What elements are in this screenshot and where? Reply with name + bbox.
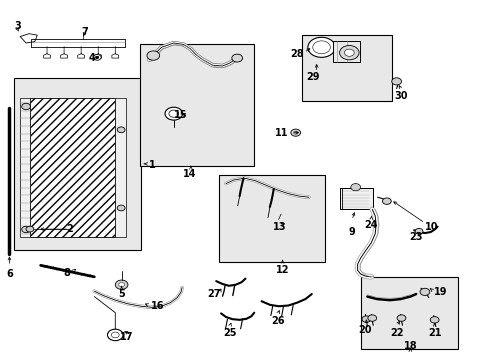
Circle shape — [419, 288, 429, 296]
Circle shape — [367, 315, 376, 321]
Circle shape — [119, 283, 124, 287]
Text: 6: 6 — [6, 269, 13, 279]
Circle shape — [96, 56, 99, 58]
Text: 21: 21 — [427, 328, 441, 338]
Text: 29: 29 — [305, 72, 319, 82]
Circle shape — [21, 226, 30, 233]
Circle shape — [429, 317, 438, 323]
Bar — [30, 98, 115, 237]
Text: 4: 4 — [88, 53, 95, 63]
Text: 14: 14 — [183, 169, 196, 179]
Circle shape — [111, 332, 119, 338]
Circle shape — [290, 129, 300, 136]
Bar — [140, 44, 254, 166]
Text: 2: 2 — [66, 225, 73, 234]
Bar — [20, 98, 30, 237]
Text: 12: 12 — [275, 265, 289, 275]
Circle shape — [307, 37, 334, 57]
Text: 30: 30 — [394, 91, 407, 101]
Circle shape — [26, 226, 34, 232]
Circle shape — [168, 110, 178, 117]
Circle shape — [293, 131, 297, 134]
Circle shape — [107, 329, 123, 341]
Circle shape — [147, 51, 159, 60]
Bar — [302, 35, 391, 101]
Circle shape — [361, 316, 370, 322]
Circle shape — [382, 198, 390, 204]
Bar — [14, 78, 141, 250]
Circle shape — [93, 54, 101, 60]
Text: 15: 15 — [174, 110, 187, 120]
Text: 24: 24 — [364, 220, 377, 230]
Text: 28: 28 — [290, 49, 304, 59]
Text: 3: 3 — [14, 21, 20, 31]
Text: 19: 19 — [433, 287, 447, 297]
Circle shape — [312, 41, 330, 54]
Circle shape — [350, 184, 360, 191]
Text: 11: 11 — [274, 128, 288, 138]
Circle shape — [396, 315, 405, 321]
Text: 13: 13 — [273, 222, 286, 231]
Bar — [339, 188, 372, 210]
Circle shape — [344, 49, 353, 56]
Text: 9: 9 — [347, 226, 354, 237]
Circle shape — [391, 78, 401, 85]
Text: 18: 18 — [403, 341, 416, 351]
Circle shape — [117, 127, 125, 133]
Text: 5: 5 — [118, 289, 125, 300]
Text: 7: 7 — [81, 27, 88, 37]
Text: 27: 27 — [207, 289, 221, 299]
Circle shape — [117, 205, 125, 211]
Circle shape — [164, 107, 182, 120]
Text: 1: 1 — [148, 160, 155, 170]
Text: 23: 23 — [408, 232, 422, 242]
Text: 10: 10 — [424, 222, 438, 231]
Text: 8: 8 — [63, 267, 70, 278]
Bar — [219, 175, 325, 262]
Circle shape — [21, 103, 30, 110]
Circle shape — [231, 54, 242, 62]
Bar — [360, 277, 457, 348]
Bar — [332, 41, 359, 62]
Text: 17: 17 — [120, 332, 133, 342]
Text: 25: 25 — [223, 328, 236, 338]
Text: 22: 22 — [389, 328, 403, 338]
Circle shape — [339, 45, 358, 60]
Bar — [115, 98, 126, 237]
Circle shape — [115, 280, 128, 289]
Circle shape — [414, 228, 422, 234]
Text: 16: 16 — [151, 301, 164, 311]
Text: 26: 26 — [270, 316, 284, 326]
Text: 20: 20 — [358, 325, 371, 335]
